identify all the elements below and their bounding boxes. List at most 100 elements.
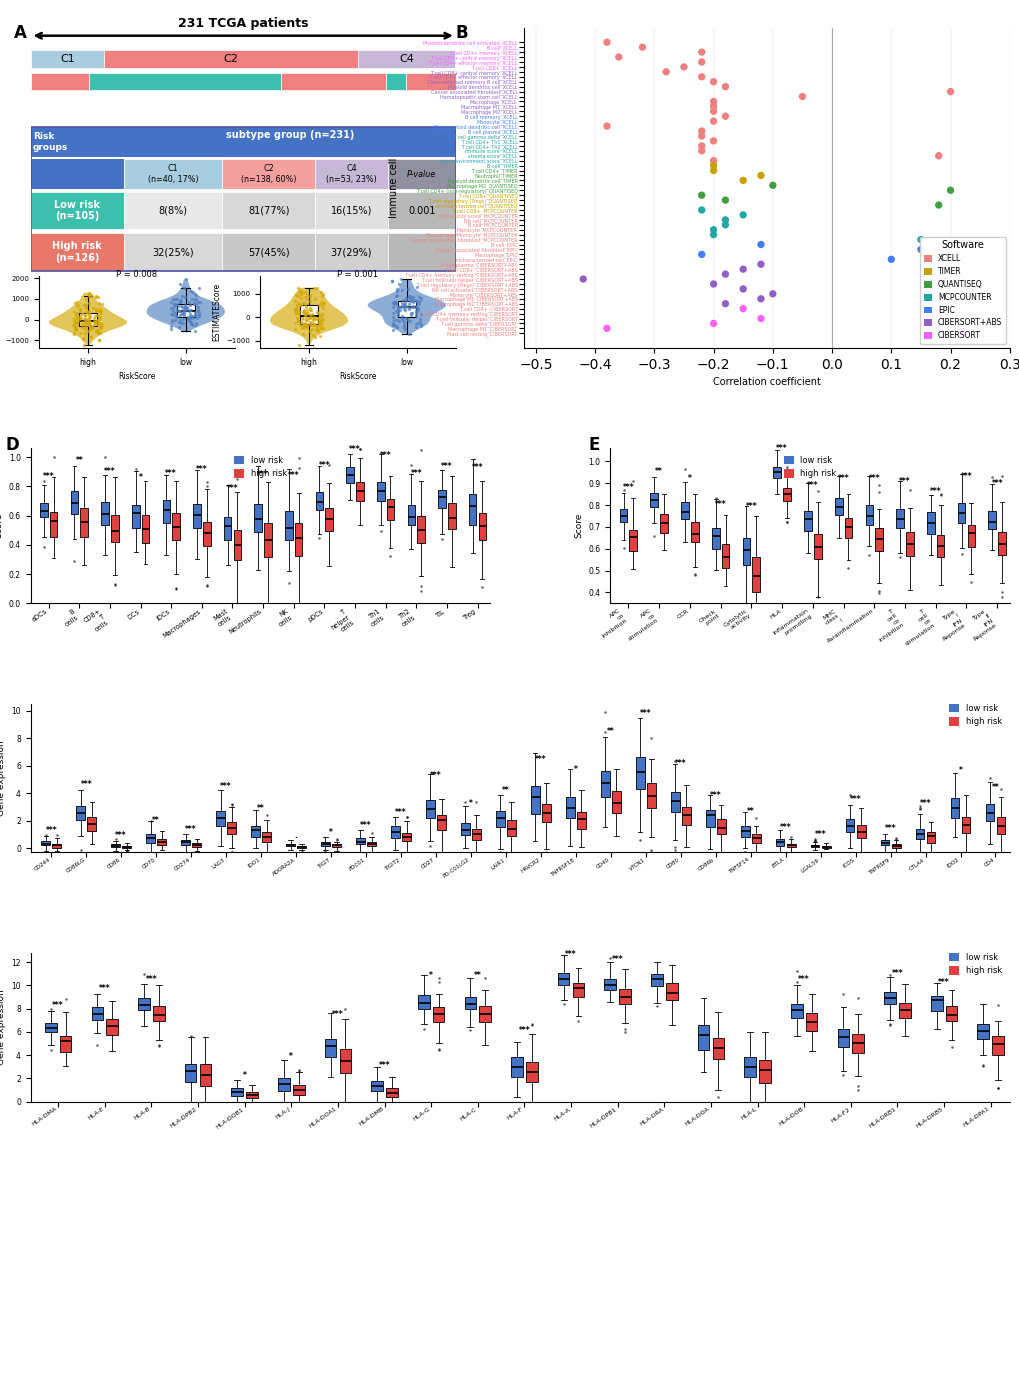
- Y-axis label: Score: Score: [0, 513, 3, 538]
- PathPatch shape: [437, 815, 445, 830]
- Point: [693, 140, 709, 162]
- Text: 8(8%): 8(8%): [158, 205, 187, 216]
- Text: ***: ***: [919, 800, 930, 808]
- PathPatch shape: [930, 995, 942, 1010]
- Point: [693, 42, 709, 64]
- Text: ***: ***: [378, 1062, 390, 1070]
- PathPatch shape: [852, 1034, 863, 1053]
- PathPatch shape: [751, 833, 760, 843]
- Point: [882, 248, 899, 270]
- Point: [575, 268, 591, 291]
- PathPatch shape: [619, 990, 631, 1003]
- PathPatch shape: [721, 544, 729, 567]
- PathPatch shape: [50, 512, 57, 537]
- PathPatch shape: [254, 504, 262, 533]
- Text: 0.001: 0.001: [408, 205, 435, 216]
- Y-axis label: Immune cell: Immune cell: [388, 158, 398, 217]
- Bar: [315, 234, 387, 271]
- PathPatch shape: [557, 973, 569, 985]
- PathPatch shape: [262, 832, 271, 843]
- PathPatch shape: [356, 839, 365, 844]
- PathPatch shape: [138, 998, 150, 1010]
- PathPatch shape: [984, 804, 994, 821]
- PathPatch shape: [896, 509, 903, 527]
- Bar: [222, 191, 315, 230]
- Text: ***: ***: [196, 465, 208, 473]
- PathPatch shape: [193, 504, 201, 527]
- Text: ***: ***: [430, 771, 441, 779]
- PathPatch shape: [390, 826, 399, 839]
- Point: [705, 155, 721, 177]
- PathPatch shape: [611, 792, 621, 814]
- Point: [693, 199, 709, 221]
- Text: **: **: [75, 457, 84, 465]
- Point: [716, 263, 733, 285]
- Text: ***: ***: [775, 444, 787, 453]
- PathPatch shape: [705, 810, 714, 828]
- PathPatch shape: [790, 1003, 802, 1019]
- Point: [598, 317, 614, 339]
- Point: [735, 298, 751, 320]
- PathPatch shape: [478, 513, 486, 540]
- PathPatch shape: [813, 534, 820, 559]
- Text: 16(15%): 16(15%): [330, 205, 372, 216]
- Point: [716, 292, 733, 314]
- PathPatch shape: [356, 483, 364, 501]
- Point: [912, 238, 928, 260]
- PathPatch shape: [386, 498, 394, 520]
- Text: ***: ***: [518, 1026, 530, 1035]
- PathPatch shape: [332, 844, 340, 847]
- Text: ***: ***: [891, 969, 903, 978]
- Text: 231 TCGA patients: 231 TCGA patients: [177, 17, 308, 30]
- PathPatch shape: [976, 1024, 988, 1038]
- Text: ***: ***: [780, 823, 791, 832]
- Bar: [387, 159, 455, 190]
- PathPatch shape: [233, 530, 240, 559]
- PathPatch shape: [996, 817, 1005, 835]
- PathPatch shape: [426, 800, 434, 818]
- Text: **: **: [990, 783, 999, 792]
- Text: C2
(n=138, 60%): C2 (n=138, 60%): [240, 165, 297, 184]
- PathPatch shape: [891, 844, 900, 847]
- PathPatch shape: [650, 493, 657, 507]
- Text: C1: C1: [60, 54, 74, 64]
- Point: [676, 55, 692, 78]
- Text: ***: ***: [714, 500, 726, 508]
- PathPatch shape: [752, 558, 759, 592]
- PathPatch shape: [572, 983, 584, 998]
- PathPatch shape: [495, 811, 504, 826]
- Text: *: *: [687, 475, 691, 483]
- Text: A: A: [13, 25, 26, 43]
- Bar: [358, 50, 454, 68]
- PathPatch shape: [162, 500, 170, 523]
- PathPatch shape: [650, 974, 662, 987]
- Point: [716, 190, 733, 212]
- PathPatch shape: [883, 992, 895, 1003]
- Point: [598, 32, 614, 54]
- PathPatch shape: [837, 1028, 849, 1048]
- Text: **: **: [654, 466, 662, 476]
- Text: ***: ***: [185, 825, 197, 833]
- Text: ***: ***: [849, 794, 861, 804]
- PathPatch shape: [772, 466, 781, 479]
- Text: 37(29%): 37(29%): [330, 248, 372, 257]
- Point: [942, 80, 958, 102]
- Point: [705, 224, 721, 246]
- PathPatch shape: [367, 841, 376, 847]
- Text: *: *: [289, 1052, 292, 1062]
- Text: .: .: [294, 830, 298, 840]
- Bar: [387, 191, 455, 230]
- Text: **: **: [501, 786, 510, 794]
- Point: [634, 36, 650, 58]
- PathPatch shape: [111, 515, 118, 541]
- Text: Low risk
(n=105): Low risk (n=105): [54, 199, 100, 221]
- PathPatch shape: [926, 512, 933, 534]
- Text: ***: ***: [535, 756, 546, 764]
- PathPatch shape: [898, 1003, 910, 1017]
- Point: [705, 159, 721, 181]
- Bar: [124, 191, 222, 230]
- PathPatch shape: [786, 844, 795, 847]
- Point: [764, 174, 781, 197]
- Point: [705, 149, 721, 172]
- Text: *: *: [243, 1071, 247, 1080]
